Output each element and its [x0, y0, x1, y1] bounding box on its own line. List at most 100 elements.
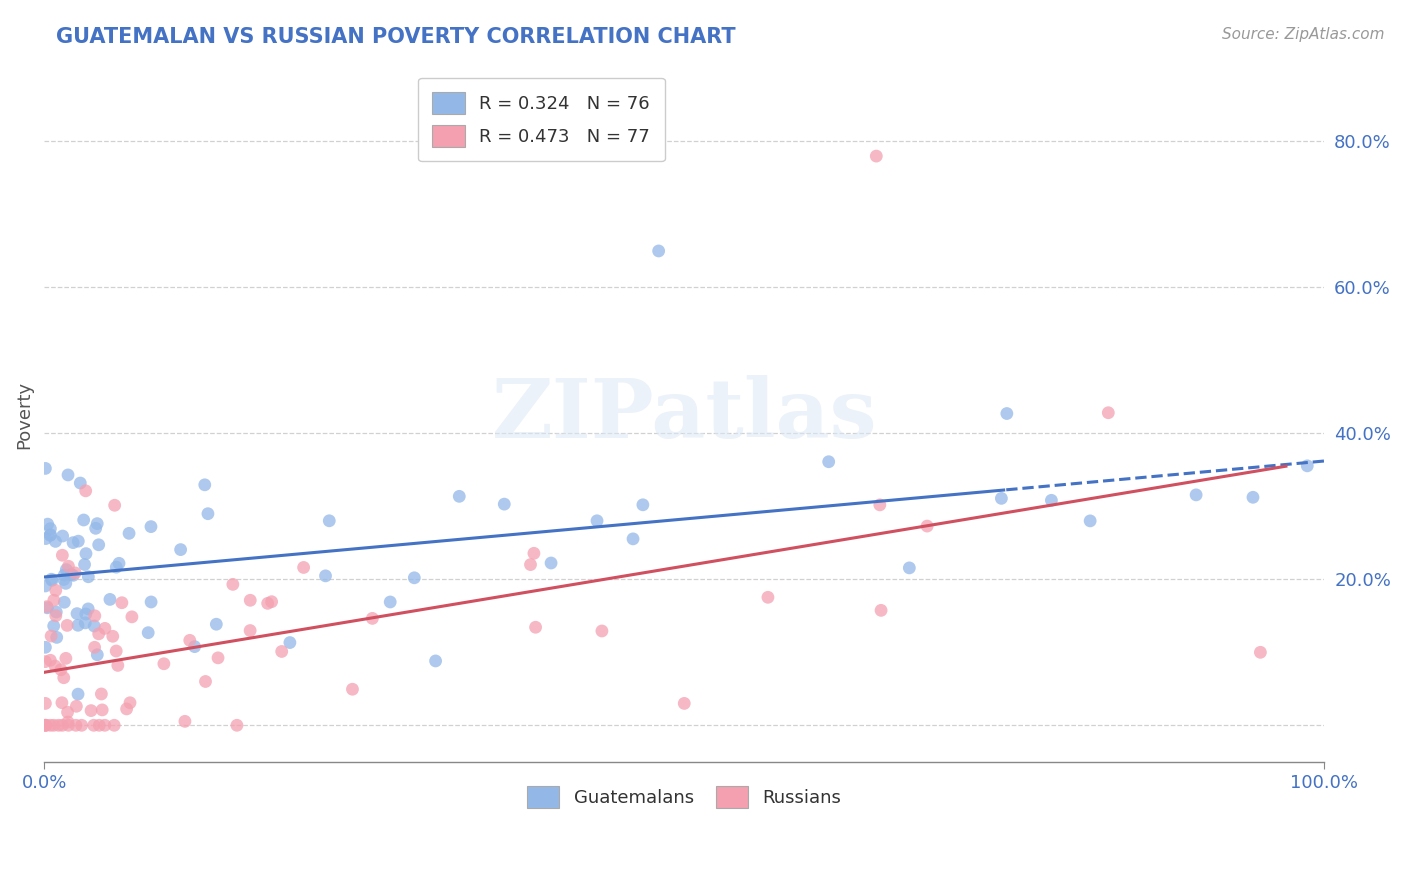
Point: [83, 608, 105, 623]
Point: [425, 654, 447, 668]
Point: [169, 542, 191, 557]
Point: [586, 514, 609, 528]
Point: [58, 559, 80, 574]
Point: [226, 718, 249, 732]
Point: [1078, 514, 1101, 528]
Point: [153, 657, 176, 671]
Point: [65, 718, 87, 732]
Point: [58, 718, 80, 732]
Point: [55, 576, 77, 591]
Point: [519, 558, 541, 572]
Point: [44, 659, 66, 673]
Point: [111, 596, 134, 610]
Point: [51, 696, 73, 710]
Point: [194, 478, 217, 492]
Point: [673, 697, 696, 711]
Point: [39, 629, 62, 643]
Point: [1296, 458, 1319, 473]
Point: [915, 519, 938, 533]
Point: [361, 611, 384, 625]
Point: [75, 483, 97, 498]
Point: [995, 407, 1018, 421]
Point: [77, 570, 100, 584]
Point: [205, 617, 228, 632]
Point: [41, 574, 63, 588]
Point: [87, 538, 110, 552]
Point: [56, 714, 79, 729]
Point: [118, 526, 141, 541]
Point: [49, 663, 72, 677]
Point: [194, 674, 217, 689]
Point: [56, 705, 79, 719]
Point: [197, 507, 219, 521]
Point: [869, 498, 891, 512]
Point: [65, 699, 87, 714]
Point: [292, 560, 315, 574]
Point: [136, 625, 159, 640]
Point: [34, 718, 56, 732]
Point: [449, 489, 471, 503]
Point: [39, 653, 62, 667]
Point: [179, 633, 201, 648]
Point: [870, 603, 893, 617]
Point: [62, 535, 84, 549]
Point: [239, 624, 262, 638]
Point: [63, 566, 86, 580]
Point: [139, 595, 162, 609]
Point: [75, 547, 97, 561]
Point: [59, 567, 82, 582]
Point: [101, 629, 124, 643]
Point: [139, 519, 162, 533]
Point: [39, 718, 62, 732]
Point: [52, 573, 75, 587]
Text: GUATEMALAN VS RUSSIAN POVERTY CORRELATION CHART: GUATEMALAN VS RUSSIAN POVERTY CORRELATIO…: [56, 27, 735, 46]
Point: [67, 534, 90, 549]
Point: [86, 648, 108, 662]
Point: [51, 548, 73, 562]
Point: [39, 522, 62, 536]
Point: [121, 610, 143, 624]
Y-axis label: Poverty: Poverty: [15, 381, 32, 450]
Point: [105, 560, 128, 574]
Point: [591, 624, 613, 638]
Point: [42, 593, 65, 607]
Point: [66, 607, 89, 621]
Point: [34, 718, 56, 732]
Point: [73, 513, 96, 527]
Point: [35, 599, 58, 614]
Point: [52, 671, 75, 685]
Point: [523, 546, 546, 560]
Point: [222, 577, 245, 591]
Point: [35, 532, 58, 546]
Point: [56, 618, 79, 632]
Point: [260, 595, 283, 609]
Point: [380, 595, 402, 609]
Point: [756, 591, 779, 605]
Point: [37, 517, 59, 532]
Point: [207, 651, 229, 665]
Text: Source: ZipAtlas.com: Source: ZipAtlas.com: [1222, 27, 1385, 42]
Point: [105, 644, 128, 658]
Point: [1040, 493, 1063, 508]
Point: [42, 619, 65, 633]
Point: [75, 615, 97, 630]
Point: [118, 696, 141, 710]
Point: [817, 455, 839, 469]
Legend: Guatemalans, Russians: Guatemalans, Russians: [520, 779, 849, 815]
Point: [239, 593, 262, 607]
Point: [53, 568, 76, 582]
Point: [42, 718, 65, 732]
Point: [77, 602, 100, 616]
Point: [318, 514, 340, 528]
Point: [34, 655, 56, 669]
Point: [34, 579, 56, 593]
Point: [342, 682, 364, 697]
Point: [45, 631, 67, 645]
Point: [86, 516, 108, 531]
Point: [34, 640, 56, 655]
Point: [45, 608, 67, 623]
Point: [1097, 406, 1119, 420]
Point: [34, 697, 56, 711]
Point: [44, 534, 66, 549]
Point: [631, 498, 654, 512]
